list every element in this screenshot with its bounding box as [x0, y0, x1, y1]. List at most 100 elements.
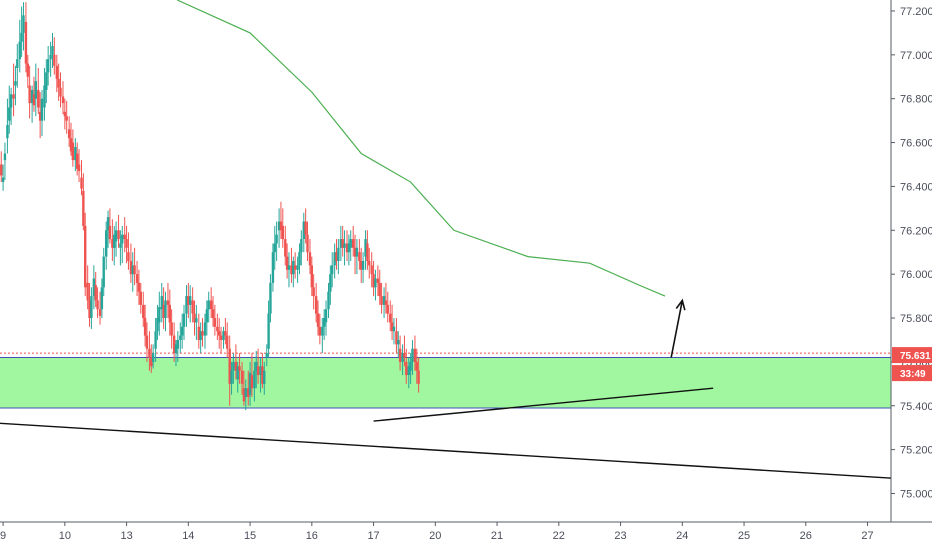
- candle-up: [179, 335, 182, 340]
- candle-down: [256, 366, 260, 376]
- candle-down: [353, 247, 357, 257]
- candle-up: [131, 265, 134, 275]
- candle-up: [273, 243, 276, 253]
- candle-down: [111, 239, 114, 248]
- candle-up: [407, 366, 410, 376]
- candle-up: [9, 94, 13, 108]
- candle-down: [80, 177, 83, 189]
- candle-down: [285, 256, 289, 270]
- x-tick-label: 25: [738, 530, 750, 542]
- y-tick-label: 77.200: [900, 6, 932, 18]
- candle-down: [403, 353, 406, 358]
- price-axis-panel[interactable]: [891, 0, 932, 550]
- candle-up: [92, 278, 96, 297]
- candle-up: [182, 313, 186, 327]
- candle-up: [343, 243, 346, 248]
- y-tick-label: 75.800: [900, 313, 932, 325]
- projection-arrow-head: [675, 298, 686, 311]
- candle-down: [67, 129, 71, 139]
- candle-up: [253, 370, 256, 389]
- candle-up: [46, 59, 50, 73]
- current-price-label: 75.631: [900, 351, 931, 362]
- candle-down: [117, 230, 120, 240]
- candle-down: [345, 243, 349, 253]
- candle-up: [20, 32, 23, 42]
- candle-down: [358, 252, 361, 261]
- projection-arrow-shaft[interactable]: [670, 300, 684, 358]
- candle-down: [209, 300, 213, 310]
- candle-down: [314, 296, 318, 314]
- drawings-layer: [0, 0, 892, 479]
- candle-up: [269, 282, 272, 314]
- y-tick-label: 76.200: [900, 225, 932, 237]
- trend-line[interactable]: [0, 422, 892, 479]
- candle-down: [351, 239, 355, 248]
- candle-up: [271, 252, 275, 283]
- candles-layer: [0, 2, 420, 411]
- trend-line[interactable]: [373, 387, 714, 422]
- candle-down: [0, 164, 3, 176]
- candle-down: [98, 309, 102, 316]
- candle-down: [211, 309, 215, 319]
- candle-down: [242, 388, 246, 402]
- candle-down: [217, 331, 221, 336]
- support-zone: [0, 357, 891, 408]
- candle-up: [337, 247, 340, 261]
- candle-down: [94, 285, 97, 301]
- x-tick-label: 26: [800, 530, 812, 542]
- candle-up: [361, 261, 365, 270]
- candle-up: [203, 322, 207, 336]
- candle-down: [261, 366, 264, 384]
- candle-up: [51, 46, 54, 55]
- candle-down: [55, 65, 59, 79]
- candle-up: [49, 54, 52, 60]
- candle-up: [287, 265, 291, 270]
- candle-down: [197, 326, 201, 340]
- candle-up: [364, 239, 367, 257]
- candle-up: [102, 256, 105, 288]
- candle-up: [1, 177, 5, 183]
- candle-up: [300, 239, 303, 253]
- candle-down: [143, 318, 147, 336]
- candle-up: [113, 234, 116, 248]
- candle-up: [164, 300, 167, 319]
- candle-up: [6, 125, 9, 139]
- candle-down: [82, 190, 85, 226]
- candle-down: [32, 94, 36, 106]
- candle-down: [335, 252, 338, 261]
- candle-up: [174, 344, 178, 354]
- candle-up: [188, 296, 192, 305]
- candle-down: [390, 322, 394, 332]
- candle-up: [330, 265, 334, 275]
- candle-down: [413, 348, 417, 362]
- candle-down: [213, 318, 217, 327]
- candle-down: [293, 265, 297, 270]
- time-axis-panel[interactable]: [0, 522, 932, 550]
- candle-down: [53, 54, 56, 66]
- candle-down: [168, 304, 172, 323]
- candle-down: [193, 313, 196, 323]
- candle-up: [74, 146, 77, 161]
- candle-down: [376, 278, 380, 283]
- x-tick-label: 24: [676, 530, 688, 542]
- candle-down: [228, 348, 231, 384]
- candle-up: [232, 361, 235, 371]
- y-tick-label: 76.600: [900, 138, 932, 150]
- candle-down: [187, 296, 190, 305]
- candle-up: [100, 287, 104, 310]
- candle-up: [22, 15, 25, 33]
- x-tick-label: 21: [491, 530, 503, 542]
- candle-down: [360, 261, 363, 270]
- candle-down: [38, 111, 42, 121]
- candle-up: [255, 361, 258, 371]
- candle-down: [127, 252, 130, 261]
- candle-up: [205, 309, 209, 323]
- candle-up: [195, 318, 198, 323]
- candle-up: [321, 326, 324, 336]
- candle-up: [339, 239, 343, 248]
- x-tick-label: 14: [182, 530, 194, 542]
